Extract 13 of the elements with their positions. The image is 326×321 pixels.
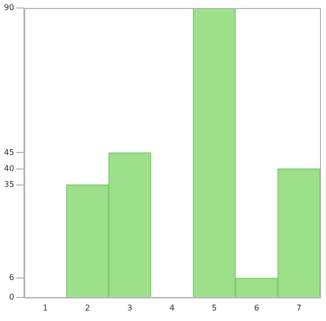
y-tick-label: 0: [9, 292, 14, 302]
y-tick-label: 35: [4, 180, 14, 189]
x-tick-label: 1: [42, 303, 48, 312]
x-tick-label: 7: [296, 303, 302, 312]
x-tick-label: 6: [254, 303, 260, 312]
y-tick-label: 45: [4, 148, 14, 157]
x-tick-label: 5: [212, 303, 217, 312]
y-tick-label: 90: [4, 3, 14, 12]
x-tick-label: 4: [170, 303, 175, 312]
x-tick-label: 2: [85, 303, 90, 312]
x-tick-label: 3: [127, 303, 132, 312]
y-tick-label: 40: [4, 164, 14, 173]
y-tick-label: 6: [9, 273, 14, 282]
